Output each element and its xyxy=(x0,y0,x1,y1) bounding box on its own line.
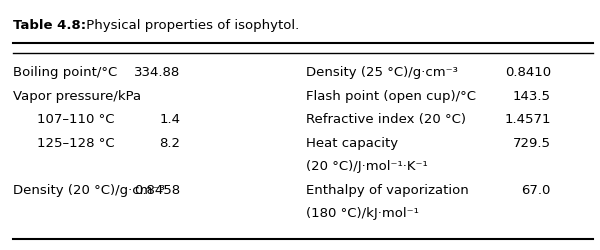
Text: 729.5: 729.5 xyxy=(513,136,551,149)
Text: 0.8458: 0.8458 xyxy=(134,183,181,196)
Text: 8.2: 8.2 xyxy=(160,136,181,149)
Text: 1.4571: 1.4571 xyxy=(505,113,551,126)
Text: Refractive index (20 °C): Refractive index (20 °C) xyxy=(306,113,466,126)
Text: Physical properties of isophytol.: Physical properties of isophytol. xyxy=(82,19,299,32)
Text: 143.5: 143.5 xyxy=(513,89,551,102)
Text: (180 °C)/kJ·mol⁻¹: (180 °C)/kJ·mol⁻¹ xyxy=(306,206,419,220)
Text: 334.88: 334.88 xyxy=(134,66,181,78)
Text: Boiling point/°C: Boiling point/°C xyxy=(13,66,118,78)
Text: 1.4: 1.4 xyxy=(160,113,181,126)
Text: 0.8410: 0.8410 xyxy=(505,66,551,78)
Text: Table 4.8:: Table 4.8: xyxy=(13,19,86,32)
Text: Heat capacity: Heat capacity xyxy=(306,136,398,149)
Text: Enthalpy of vaporization: Enthalpy of vaporization xyxy=(306,183,469,196)
Text: Flash point (open cup)/°C: Flash point (open cup)/°C xyxy=(306,89,476,102)
Text: Vapor pressure/kPa: Vapor pressure/kPa xyxy=(13,89,142,102)
Text: (20 °C)/J·mol⁻¹·K⁻¹: (20 °C)/J·mol⁻¹·K⁻¹ xyxy=(306,160,428,172)
Text: Density (20 °C)/g·cm⁻³: Density (20 °C)/g·cm⁻³ xyxy=(13,183,165,196)
Text: 125–128 °C: 125–128 °C xyxy=(37,136,115,149)
Text: 107–110 °C: 107–110 °C xyxy=(37,113,115,126)
Text: 67.0: 67.0 xyxy=(521,183,551,196)
Text: Density (25 °C)/g·cm⁻³: Density (25 °C)/g·cm⁻³ xyxy=(306,66,458,78)
